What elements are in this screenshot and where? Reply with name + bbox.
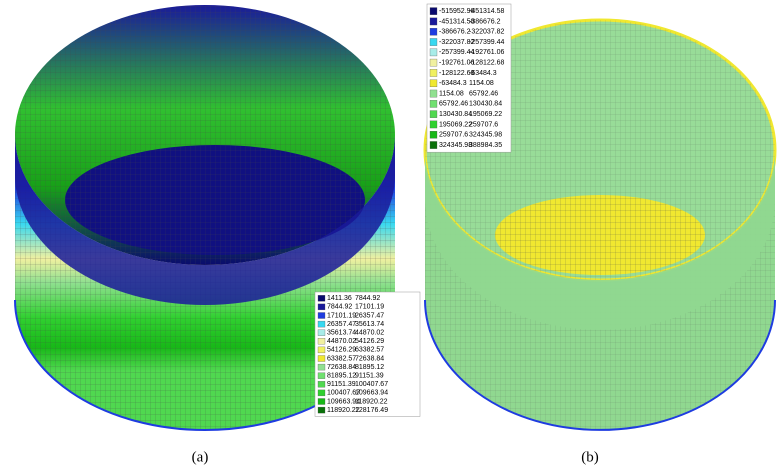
legend-swatch	[430, 100, 437, 107]
legend-swatch	[318, 304, 325, 310]
legend-to: -192761.06	[469, 49, 505, 56]
legend-swatch	[430, 59, 437, 66]
legend-to: 65792.46	[469, 90, 498, 97]
legend-to: 63382.57	[355, 347, 384, 354]
legend-to: 91151.39	[355, 373, 384, 380]
legend-to: 128176.49	[355, 407, 388, 414]
legend-swatch	[430, 131, 437, 138]
legend-to: 17101.19	[355, 304, 384, 311]
legend-from: 63382.57	[327, 355, 356, 362]
legend-to: 35613.74	[355, 321, 384, 328]
legend-to: 81895.12	[355, 364, 384, 371]
legend-to: 324345.98	[469, 132, 502, 139]
legend-swatch	[318, 390, 325, 396]
legend-to: 1154.08	[469, 80, 494, 87]
legend-swatch	[430, 111, 437, 118]
legend-swatch	[430, 18, 437, 25]
legend-to: 7844.92	[355, 295, 380, 302]
legend-from: 54126.29	[327, 347, 356, 354]
legend-swatch	[430, 49, 437, 56]
legend-swatch	[318, 407, 325, 413]
legend-to: 259707.6	[469, 121, 498, 128]
legend-from: 195069.22	[439, 121, 472, 128]
legend-swatch	[318, 312, 325, 318]
legend-to: 100407.67	[355, 381, 388, 388]
legend-swatch	[430, 38, 437, 45]
legend-to: -386676.2	[469, 18, 501, 25]
legend-to: 26357.47	[355, 312, 384, 319]
legend-from: 130430.84	[439, 111, 472, 118]
legend-swatch	[430, 121, 437, 128]
figure: 1411.367844.927844.9217101.1917101.19263…	[0, 0, 780, 469]
legend-to: -451314.58	[469, 8, 505, 15]
legend-to: -128122.68	[469, 59, 505, 66]
legend-from: 1411.36	[327, 295, 352, 302]
legend-from: 72638.84	[327, 364, 356, 371]
legend-from: 324345.98	[439, 142, 472, 149]
legend-swatch	[430, 90, 437, 97]
legend: -515952.96-451314.58-451314.58-386676.2-…	[427, 4, 511, 152]
legend-to: 44870.02	[355, 330, 384, 337]
legend-from: 1154.08	[439, 90, 464, 97]
legend-swatch	[318, 355, 325, 361]
legend-swatch	[318, 373, 325, 379]
legend-from: -386676.2	[439, 29, 471, 36]
legend-to: 54126.29	[355, 338, 384, 345]
legend-from: 26357.47	[327, 321, 356, 328]
legend-swatch	[318, 321, 325, 327]
legend-swatch	[430, 69, 437, 76]
legend-from: 91151.39	[327, 381, 356, 388]
legend-to: 109663.94	[355, 390, 388, 397]
legend-box	[427, 4, 511, 152]
legend-swatch	[430, 80, 437, 87]
legend-from: 7844.92	[327, 304, 352, 311]
legend-to: 195069.22	[469, 111, 502, 118]
legend-swatch	[318, 364, 325, 370]
legend-swatch	[430, 141, 437, 148]
legend-swatch	[318, 295, 325, 301]
legend-swatch	[318, 347, 325, 353]
legend-to: 72638.84	[355, 355, 384, 362]
legend-from: 259707.6	[439, 132, 468, 139]
legend-swatch	[318, 381, 325, 387]
legend-swatch	[430, 8, 437, 15]
legend-to: 118920.22	[355, 398, 388, 405]
legend-to: 388984.35	[469, 142, 502, 149]
legend-from: 65792.46	[439, 101, 468, 108]
caption: (b)	[581, 449, 599, 465]
legend-from: 81895.12	[327, 373, 356, 380]
legend-from: 35613.74	[327, 330, 356, 337]
legend-swatch	[318, 330, 325, 336]
caption: (a)	[192, 449, 209, 465]
legend-from: 17101.19	[327, 312, 356, 319]
legend-to: 130430.84	[469, 101, 502, 108]
legend-from: 44870.02	[327, 338, 356, 345]
legend-swatch	[318, 398, 325, 404]
legend-swatch	[430, 28, 437, 35]
legend-to: -63484.3	[469, 70, 497, 77]
legend-to: -322037.82	[469, 29, 505, 36]
figure-svg: 1411.367844.927844.9217101.1917101.19263…	[0, 0, 780, 469]
legend-swatch	[318, 338, 325, 344]
legend-to: -257399.44	[469, 39, 505, 46]
legend-from: -63484.3	[439, 80, 467, 87]
